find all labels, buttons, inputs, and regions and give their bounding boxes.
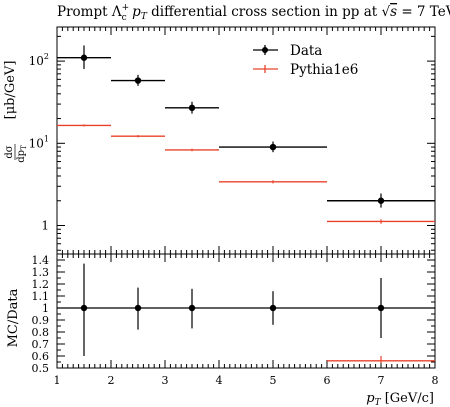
main-plot-series: [57, 45, 435, 223]
ratio-plot-frame: [57, 254, 435, 368]
data-point: [378, 198, 384, 204]
legend: Data Pythia1e6: [253, 43, 358, 78]
legend-pythia-label: Pythia1e6: [290, 62, 358, 78]
x-axis-label: pT [GeV/c]: [366, 391, 434, 407]
data-point: [135, 77, 141, 83]
data-point: [270, 144, 276, 150]
x-tick-label: 4: [216, 374, 223, 387]
x-tick-label: 8: [432, 374, 439, 387]
main-y-tick-base: 1: [41, 218, 49, 232]
main-y-tick-exponent: 1: [44, 134, 49, 143]
main-y-tick-label: 101: [29, 134, 49, 150]
main-y-tick-base: 10: [29, 54, 44, 68]
ratio-data-point: [189, 305, 195, 311]
main-plot-frame: [57, 27, 435, 254]
y-axis-label: dσ dpT: [4, 144, 28, 163]
ratio-y-tick-label: 0.9: [32, 314, 50, 327]
legend-data-label: Data: [290, 43, 322, 59]
ratio-y-tick-label: 0.6: [32, 350, 50, 363]
x-tick-label: 7: [378, 374, 385, 387]
x-tick-label: 1: [54, 374, 61, 387]
x-tick-label: 2: [108, 374, 115, 387]
ratio-y-tick-label: 1.2: [32, 278, 50, 291]
legend-data-marker-dot: [262, 47, 268, 53]
ratio-data-point: [81, 305, 87, 311]
legend-entry-pythia: Pythia1e6: [253, 62, 358, 78]
data-point: [189, 105, 195, 111]
x-tick-label: 5: [270, 374, 277, 387]
ratio-data-point: [378, 305, 384, 311]
ratio-y-tick-label: 0.7: [32, 338, 50, 351]
ratio-data-point: [135, 305, 141, 311]
ratio-axis-ticks: 0.50.60.70.80.911.11.21.31.4: [32, 254, 436, 375]
data-point: [81, 55, 87, 61]
x-tick-label: 3: [162, 374, 169, 387]
chart-title: Prompt Λc+ pT differential cross section …: [57, 3, 450, 23]
ratio-y-tick-label: 1.4: [32, 254, 50, 267]
main-y-tick-label: 1: [41, 218, 49, 232]
main-y-tick-label: 102: [29, 52, 49, 68]
main-y-tick-base: 10: [29, 136, 44, 150]
ratio-data-point: [270, 305, 276, 311]
ratio-y-tick-label: 1: [42, 302, 49, 315]
y-axis-unit: [μb/GeV]: [3, 61, 18, 120]
legend-entry-data: Data: [253, 43, 322, 59]
y-label-fraction-den: dpT: [16, 145, 28, 163]
ratio-plot-series: [57, 264, 435, 364]
ratio-y-tick-label: 1.1: [32, 290, 50, 303]
x-tick-label: 6: [324, 374, 331, 387]
ratio-y-tick-label: 0.8: [32, 326, 50, 339]
ratio-y-axis-label: MC/Data: [6, 288, 21, 347]
y-label-fraction-num: dσ: [4, 145, 15, 158]
main-y-tick-exponent: 2: [44, 52, 49, 61]
ratio-y-tick-label: 1.3: [32, 266, 50, 279]
ratio-y-tick-label: 0.5: [32, 362, 50, 375]
